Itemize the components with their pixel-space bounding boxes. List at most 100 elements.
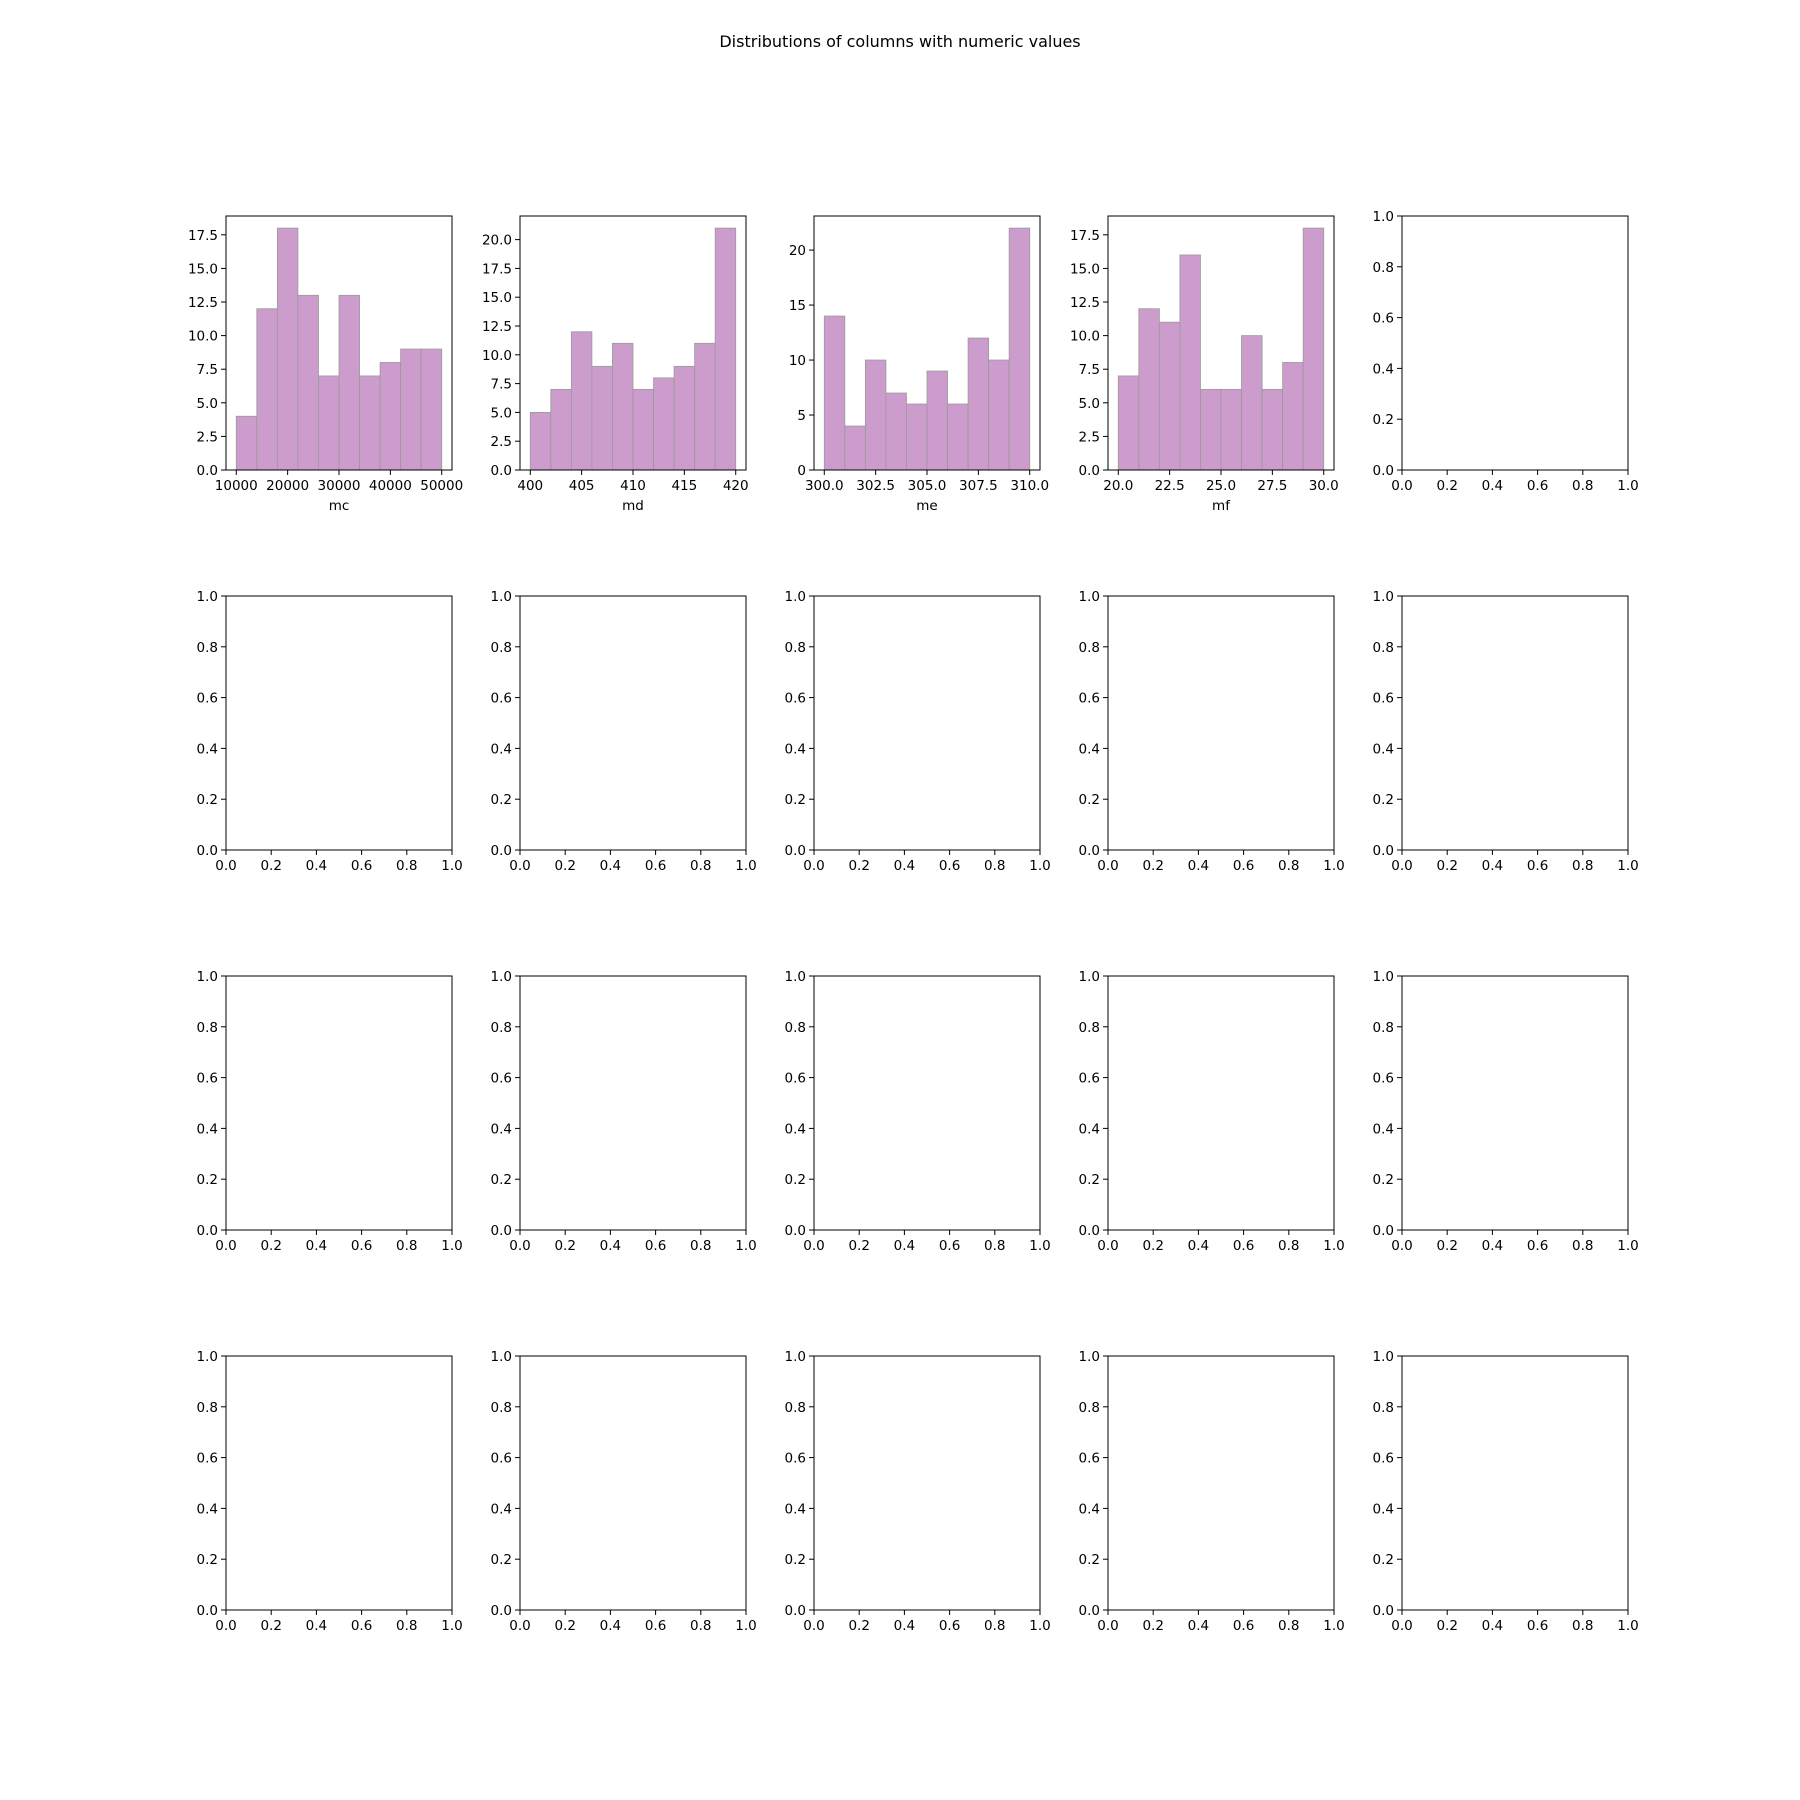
histogram-me-xtick-label-0: 300.0 xyxy=(805,478,844,494)
histogram-md-xtick-label-3: 415 xyxy=(671,478,697,494)
empty-subplot-4: 0.0 0.2 0.4 0.6 0.8 1.0 0.0 0.2 0.4 0.6 0.8 1.0 xyxy=(785,589,1051,874)
histogram-md-bar-8 xyxy=(694,342,716,471)
histogram-me-xtick-label-3: 307.5 xyxy=(959,478,998,494)
empty-subplot-8-ytick-label-0: 0.0 xyxy=(491,1223,512,1239)
empty-subplot-14-ytick-label-1: 0.2 xyxy=(785,1552,806,1568)
histogram-mf-bar-5 xyxy=(1220,388,1242,471)
histogram-mf-xlabel: mf xyxy=(1212,498,1231,514)
empty-subplot-12-ytick-label-5: 1.0 xyxy=(197,1349,218,1365)
empty-subplot-15-ytick-label-2: 0.4 xyxy=(1079,1501,1100,1517)
histogram-mf-ytick-label-6: 15.0 xyxy=(1070,261,1100,277)
empty-subplot-14-xtick-label-3: 0.6 xyxy=(939,1618,960,1634)
empty-subplot-7-ytick-label-4: 0.8 xyxy=(197,1020,218,1036)
histogram-md-bar-3 xyxy=(591,365,613,471)
empty-subplot-6: 0.0 0.2 0.4 0.6 0.8 1.0 0.0 0.2 0.4 0.6 0.8 1.0 xyxy=(1373,589,1639,874)
empty-subplot-15-ytick-label-0: 0.0 xyxy=(1079,1603,1100,1619)
empty-subplot-13-frame xyxy=(519,1355,747,1611)
histogram-mf-xtick-label-1: 22.5 xyxy=(1155,478,1185,494)
empty-subplot-3-ytick-label-5: 1.0 xyxy=(491,589,512,605)
empty-subplot-13-xtick-label-4: 0.8 xyxy=(690,1618,711,1634)
empty-subplot-14-xtick-label-1: 0.2 xyxy=(848,1618,869,1634)
empty-subplot-11-xtick-label-5: 1.0 xyxy=(1617,1238,1638,1254)
histogram-mf-bar-7 xyxy=(1261,388,1284,471)
histogram-me-ytick-label-4: 20 xyxy=(789,243,806,259)
histogram-mc-xtick-label-2: 30000 xyxy=(318,478,361,494)
empty-subplot-10-ytick-label-0: 0.0 xyxy=(1079,1223,1100,1239)
histogram-me-bar-6 xyxy=(947,403,969,471)
histogram-md: 400 405 410 415 420 0.0 2.5 5.0 7.5 10.0 12.5 15.0 1… xyxy=(482,215,749,514)
empty-subplot-4-xtick-label-2: 0.4 xyxy=(894,858,915,874)
empty-subplot-12-ytick-label-4: 0.8 xyxy=(197,1400,218,1416)
histogram-mf-ytick-label-5: 12.5 xyxy=(1070,295,1100,311)
empty-subplot-9: 0.0 0.2 0.4 0.6 0.8 1.0 0.0 0.2 0.4 0.6 0.8 1.0 xyxy=(785,969,1051,1254)
histogram-mc-bar-8 xyxy=(400,348,422,471)
empty-subplot-3-ytick-label-3: 0.6 xyxy=(491,691,512,707)
empty-subplot-14-xtick-label-2: 0.4 xyxy=(894,1618,915,1634)
empty-subplot-14-frame xyxy=(813,1355,1041,1611)
histogram-mc-ytick-label-4: 10.0 xyxy=(188,329,218,345)
histogram-me-ytick-label-1: 5 xyxy=(797,408,806,424)
histogram-mc-ytick-label-3: 7.5 xyxy=(197,362,218,378)
empty-subplot-8-xtick-label-1: 0.2 xyxy=(554,1238,575,1254)
histogram-me-ytick-label-3: 15 xyxy=(789,298,806,314)
histogram-mf-xtick-label-2: 25.0 xyxy=(1206,478,1236,494)
histogram-md-ytick-label-0: 0.0 xyxy=(491,463,512,479)
empty-subplot-12-frame xyxy=(225,1355,453,1611)
empty-subplot-13-xtick-label-5: 1.0 xyxy=(735,1618,756,1634)
empty-subplot-4-ytick-label-1: 0.2 xyxy=(785,792,806,808)
empty-subplot-5-frame xyxy=(1107,595,1335,851)
empty-subplot-3-xtick-label-3: 0.6 xyxy=(645,858,666,874)
empty-subplot-9-xtick-label-1: 0.2 xyxy=(848,1238,869,1254)
histogram-me-xtick-label-4: 310.0 xyxy=(1010,478,1049,494)
empty-subplot-14-ytick-label-2: 0.4 xyxy=(785,1501,806,1517)
empty-subplot-10-xtick-label-2: 0.4 xyxy=(1188,1238,1209,1254)
empty-subplot-1-ytick-label-2: 0.4 xyxy=(1373,361,1394,377)
empty-subplot-10-xtick-label-5: 1.0 xyxy=(1323,1238,1344,1254)
empty-subplot-6-xtick-label-0: 0.0 xyxy=(1391,858,1412,874)
empty-subplot-2-ytick-label-2: 0.4 xyxy=(197,741,218,757)
empty-subplot-15-ytick-label-1: 0.2 xyxy=(1079,1552,1100,1568)
histogram-mf-xtick-label-3: 27.5 xyxy=(1257,478,1287,494)
empty-subplot-12-ytick-label-1: 0.2 xyxy=(197,1552,218,1568)
histogram-mf-ytick-label-0: 0.0 xyxy=(1079,463,1100,479)
histogram-mc-bar-6 xyxy=(359,375,381,471)
empty-subplot-6-ytick-label-4: 0.8 xyxy=(1373,640,1394,656)
empty-subplot-16-xtick-label-1: 0.2 xyxy=(1436,1618,1457,1634)
empty-subplot-7-xtick-label-1: 0.2 xyxy=(260,1238,281,1254)
empty-subplot-2-ytick-label-5: 1.0 xyxy=(197,589,218,605)
empty-subplot-15-xtick-label-4: 0.8 xyxy=(1278,1618,1299,1634)
empty-subplot-14-xtick-label-5: 1.0 xyxy=(1029,1618,1050,1634)
empty-subplot-3-xtick-label-1: 0.2 xyxy=(554,858,575,874)
empty-subplot-5-xtick-label-2: 0.4 xyxy=(1188,858,1209,874)
empty-subplot-7-ytick-label-1: 0.2 xyxy=(197,1172,218,1188)
empty-subplot-2-xtick-label-1: 0.2 xyxy=(260,858,281,874)
empty-subplot-11-ytick-label-2: 0.4 xyxy=(1373,1121,1394,1137)
empty-subplot-5-xtick-label-4: 0.8 xyxy=(1278,858,1299,874)
empty-subplot-7-xtick-label-2: 0.4 xyxy=(306,1238,327,1254)
empty-subplot-5-ytick-label-2: 0.4 xyxy=(1079,741,1100,757)
empty-subplot-4-xtick-label-1: 0.2 xyxy=(848,858,869,874)
empty-subplot-7-xtick-label-3: 0.6 xyxy=(351,1238,372,1254)
histogram-md-bar-4 xyxy=(612,342,634,471)
empty-subplot-7-ytick-label-3: 0.6 xyxy=(197,1071,218,1087)
empty-subplot-5-xtick-label-0: 0.0 xyxy=(1097,858,1118,874)
histogram-me-bar-3 xyxy=(885,392,907,471)
histogram-mc-bar-3 xyxy=(297,294,319,471)
histogram-me: 300.0 302.5 305.0 307.5 310.0 0 5 10 15 20 me xyxy=(789,215,1049,514)
histogram-mf-bar-4 xyxy=(1200,388,1222,471)
empty-subplot-3-xtick-label-5: 1.0 xyxy=(735,858,756,874)
empty-subplot-4-ytick-label-3: 0.6 xyxy=(785,691,806,707)
empty-subplot-15-frame xyxy=(1107,1355,1335,1611)
histogram-me-bar-5 xyxy=(926,370,948,471)
histogram-me-bar-4 xyxy=(906,403,928,471)
empty-subplot-8-frame xyxy=(519,975,747,1231)
empty-subplot-6-ytick-label-0: 0.0 xyxy=(1373,843,1394,859)
empty-subplot-9-ytick-label-1: 0.2 xyxy=(785,1172,806,1188)
histogram-mf-xtick-label-0: 20.0 xyxy=(1103,478,1133,494)
empty-subplot-1-xtick-label-3: 0.6 xyxy=(1527,478,1548,494)
empty-subplot-6-xtick-label-3: 0.6 xyxy=(1527,858,1548,874)
empty-subplot-15: 0.0 0.2 0.4 0.6 0.8 1.0 0.0 0.2 0.4 0.6 0.8 1.0 xyxy=(1079,1349,1345,1634)
empty-subplot-11-xtick-label-2: 0.4 xyxy=(1482,1238,1503,1254)
histogram-md-ytick-label-4: 10.0 xyxy=(482,348,512,364)
